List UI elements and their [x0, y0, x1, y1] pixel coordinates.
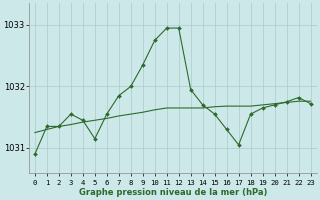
X-axis label: Graphe pression niveau de la mer (hPa): Graphe pression niveau de la mer (hPa)	[78, 188, 267, 197]
